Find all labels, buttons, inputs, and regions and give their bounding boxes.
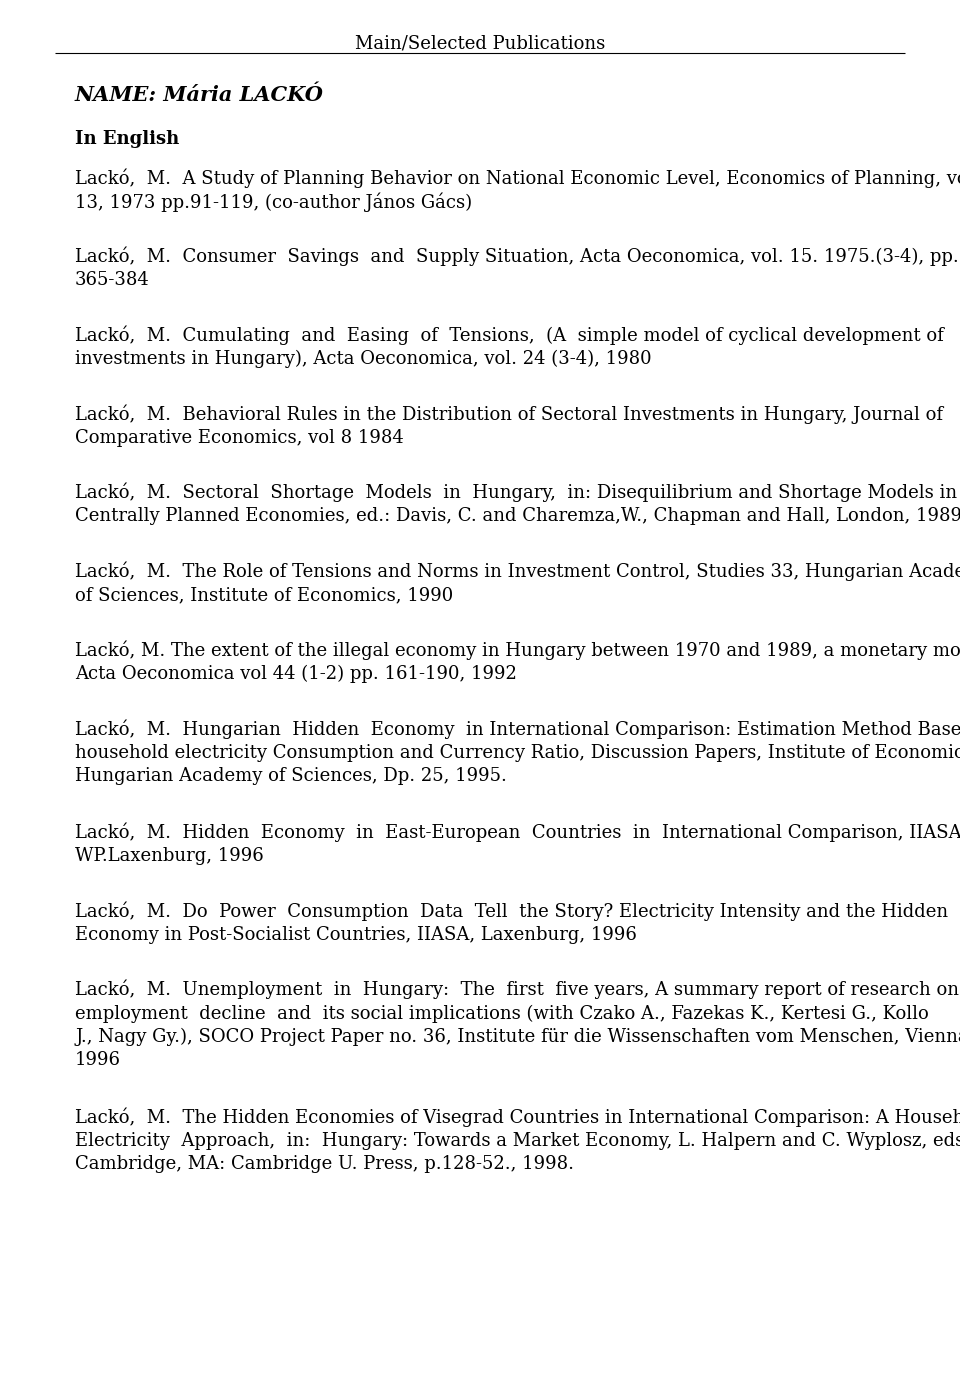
Text: Lackó,  M.  Sectoral  Shortage  Models  in  Hungary,  in: Disequilibrium and Sho: Lackó, M. Sectoral Shortage Models in Hu… — [75, 483, 960, 525]
Text: Lackó,  M.  Hidden  Economy  in  East-European  Countries  in  International Com: Lackó, M. Hidden Economy in East-Europea… — [75, 822, 960, 864]
Text: Lackó,  M.  Hungarian  Hidden  Economy  in International Comparison: Estimation : Lackó, M. Hungarian Hidden Economy in In… — [75, 719, 960, 785]
Text: Main/Selected Publications: Main/Selected Publications — [355, 35, 605, 53]
Text: Lackó,  M.  Unemployment  in  Hungary:  The  first  five years, A summary report: Lackó, M. Unemployment in Hungary: The f… — [75, 980, 960, 1069]
Text: Lackó, M. The extent of the illegal economy in Hungary between 1970 and 1989, a : Lackó, M. The extent of the illegal econ… — [75, 641, 960, 683]
Text: Lackó,  M.  Consumer  Savings  and  Supply Situation, Acta Oeconomica, vol. 15. : Lackó, M. Consumer Savings and Supply Si… — [75, 247, 959, 289]
Text: Lackó,  M.  The Hidden Economies of Visegrad Countries in International Comparis: Lackó, M. The Hidden Economies of Visegr… — [75, 1107, 960, 1173]
Text: NAME: Mária LACKÓ: NAME: Mária LACKÓ — [75, 85, 324, 105]
Text: Lackó,  M.  Behavioral Rules in the Distribution of Sectoral Investments in Hung: Lackó, M. Behavioral Rules in the Distri… — [75, 405, 943, 447]
Text: Lackó,  M.  Do  Power  Consumption  Data  Tell  the Story? Electricity Intensity: Lackó, M. Do Power Consumption Data Tell… — [75, 902, 948, 944]
Text: Lackó,  M.  The Role of Tensions and Norms in Investment Control, Studies 33, Hu: Lackó, M. The Role of Tensions and Norms… — [75, 561, 960, 604]
Text: Lackó,  M.  Cumulating  and  Easing  of  Tensions,  (A  simple model of cyclical: Lackó, M. Cumulating and Easing of Tensi… — [75, 325, 944, 369]
Text: Lackó,  M.  A Study of Planning Behavior on National Economic Level, Economics o: Lackó, M. A Study of Planning Behavior o… — [75, 168, 960, 212]
Text: In English: In English — [75, 130, 180, 148]
